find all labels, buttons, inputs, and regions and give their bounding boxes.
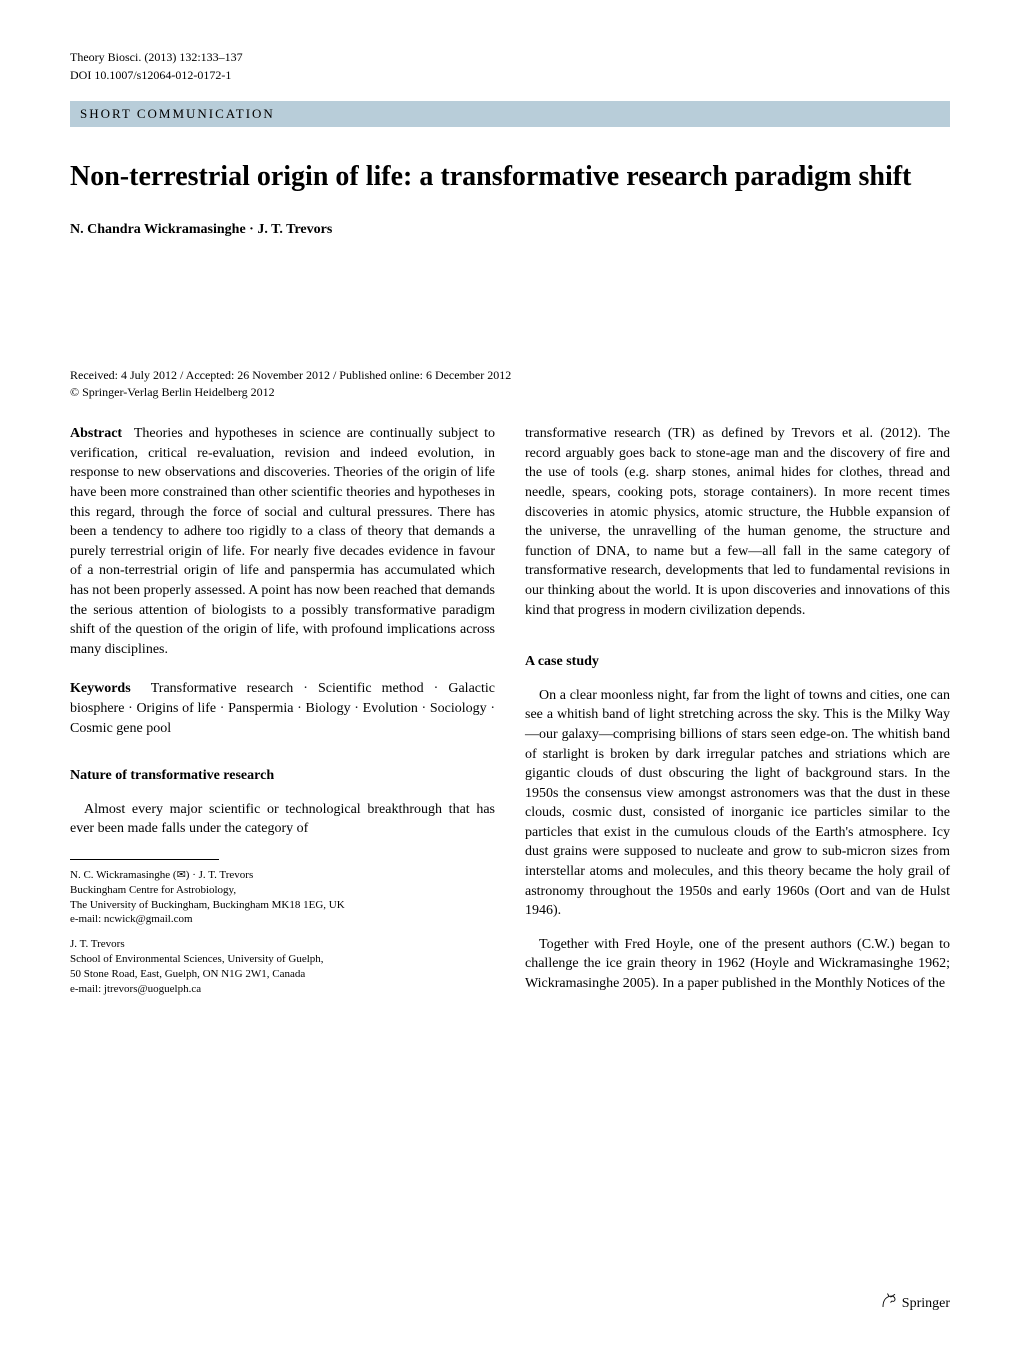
abstract-text: Theories and hypotheses in science are c…: [70, 426, 495, 657]
springer-horse-icon: [880, 1292, 898, 1315]
section1-continuation: transformative research (TR) as defined …: [525, 424, 950, 620]
keywords-text: Transformative research · Scientific met…: [70, 681, 495, 735]
copyright-line: © Springer-Verlag Berlin Heidelberg 2012: [70, 385, 950, 400]
section2-para2: Together with Fred Hoyle, one of the pre…: [525, 935, 950, 994]
section1-para1: Almost every major scientific or technol…: [70, 800, 495, 839]
article-type-bar: SHORT COMMUNICATION: [70, 101, 950, 127]
section2-para1: On a clear moonless night, far from the …: [525, 686, 950, 921]
footnote2-line4: e-mail: jtrevors@uoguelph.ca: [70, 982, 495, 997]
footnote-block-1: N. C. Wickramasinghe (✉) · J. T. Trevors…: [70, 868, 495, 927]
two-column-layout: Abstract Theories and hypotheses in scie…: [70, 424, 950, 1007]
footnote1-line1: N. C. Wickramasinghe (✉) · J. T. Trevors: [70, 868, 495, 883]
spacer: [525, 634, 950, 652]
footnote-block-2: J. T. Trevors School of Environmental Sc…: [70, 937, 495, 996]
keywords-block: Keywords Transformative research · Scien…: [70, 679, 495, 738]
section-heading-nature: Nature of transformative research: [70, 766, 495, 786]
journal-header: Theory Biosci. (2013) 132:133–137: [70, 50, 950, 66]
footnote1-line4: e-mail: ncwick@gmail.com: [70, 912, 495, 927]
right-column: transformative research (TR) as defined …: [525, 424, 950, 1007]
abstract-block: Abstract Theories and hypotheses in scie…: [70, 424, 495, 659]
footnote1-line2: Buckingham Centre for Astrobiology,: [70, 883, 495, 898]
footnote2-line3: 50 Stone Road, East, Guelph, ON N1G 2W1,…: [70, 967, 495, 982]
article-type-label: SHORT COMMUNICATION: [80, 106, 275, 121]
footnote2-line1: J. T. Trevors: [70, 937, 495, 952]
footnote-rule: [70, 859, 219, 860]
publisher-logo: Springer: [880, 1292, 950, 1315]
article-title: Non-terrestrial origin of life: a transf…: [70, 159, 950, 194]
keywords-label: Keywords: [70, 681, 131, 696]
footnote1-line3: The University of Buckingham, Buckingham…: [70, 898, 495, 913]
abstract-label: Abstract: [70, 426, 122, 441]
publisher-name: Springer: [902, 1296, 950, 1312]
doi-line: DOI 10.1007/s12064-012-0172-1: [70, 68, 950, 84]
dates-line: Received: 4 July 2012 / Accepted: 26 Nov…: [70, 368, 950, 383]
authors-line: N. Chandra Wickramasinghe · J. T. Trevor…: [70, 222, 950, 238]
section-heading-case-study: A case study: [525, 652, 950, 672]
footnote2-line2: School of Environmental Sciences, Univer…: [70, 952, 495, 967]
left-column: Abstract Theories and hypotheses in scie…: [70, 424, 495, 1007]
